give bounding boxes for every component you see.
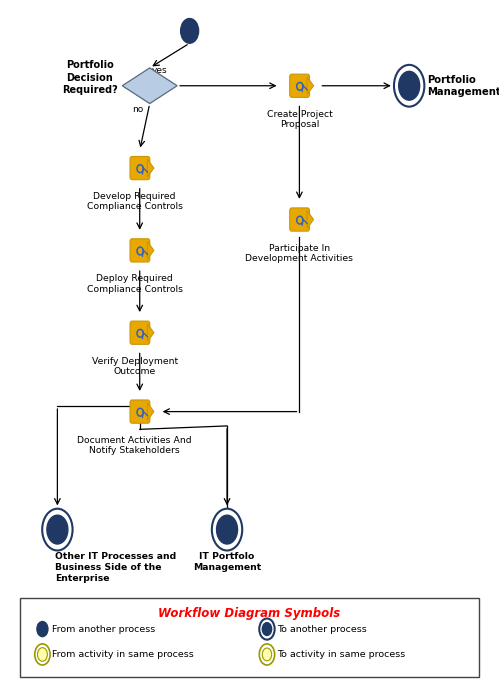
Polygon shape bbox=[147, 241, 154, 259]
FancyBboxPatch shape bbox=[130, 156, 150, 180]
Text: Workflow Diagram Symbols: Workflow Diagram Symbols bbox=[158, 607, 341, 620]
Text: Other IT Processes and
Business Side of the
Enterprise: Other IT Processes and Business Side of … bbox=[55, 552, 176, 583]
Circle shape bbox=[35, 644, 50, 665]
FancyBboxPatch shape bbox=[290, 208, 309, 231]
FancyBboxPatch shape bbox=[290, 74, 309, 97]
Text: To another process: To another process bbox=[277, 624, 367, 634]
Circle shape bbox=[181, 19, 199, 43]
Text: Deploy Required
Compliance Controls: Deploy Required Compliance Controls bbox=[87, 274, 183, 294]
Polygon shape bbox=[147, 159, 154, 177]
Circle shape bbox=[399, 71, 420, 100]
Circle shape bbox=[262, 648, 271, 661]
Text: Document Activities And
Notify Stakeholders: Document Activities And Notify Stakehold… bbox=[77, 436, 192, 455]
Polygon shape bbox=[122, 68, 177, 104]
Text: Portfolio
Decision
Required?: Portfolio Decision Required? bbox=[62, 60, 118, 95]
Polygon shape bbox=[147, 403, 154, 421]
Circle shape bbox=[42, 509, 72, 550]
Text: To activity in same process: To activity in same process bbox=[277, 650, 405, 659]
Text: Verify Deployment
Outcome: Verify Deployment Outcome bbox=[92, 357, 178, 376]
FancyBboxPatch shape bbox=[130, 321, 150, 344]
FancyBboxPatch shape bbox=[130, 400, 150, 423]
Text: IT Portfolo
Management: IT Portfolo Management bbox=[193, 552, 261, 572]
Circle shape bbox=[259, 644, 274, 665]
Text: no: no bbox=[132, 105, 144, 115]
Text: Create Project
Proposal: Create Project Proposal bbox=[266, 110, 332, 129]
Polygon shape bbox=[307, 211, 313, 228]
Polygon shape bbox=[307, 77, 313, 95]
Circle shape bbox=[262, 623, 271, 635]
Circle shape bbox=[37, 622, 48, 637]
Circle shape bbox=[394, 65, 424, 106]
Text: Participate In
Development Activities: Participate In Development Activities bbox=[246, 244, 353, 263]
Text: yes: yes bbox=[152, 66, 168, 75]
Text: Develop Required
Compliance Controls: Develop Required Compliance Controls bbox=[87, 192, 183, 211]
Text: From activity in same process: From activity in same process bbox=[52, 650, 194, 659]
FancyBboxPatch shape bbox=[130, 239, 150, 262]
Circle shape bbox=[259, 619, 274, 639]
Circle shape bbox=[212, 509, 242, 550]
Circle shape bbox=[37, 648, 47, 661]
Polygon shape bbox=[147, 324, 154, 342]
Text: Portfolio
Management: Portfolio Management bbox=[427, 75, 499, 97]
FancyBboxPatch shape bbox=[20, 598, 479, 677]
Circle shape bbox=[217, 515, 238, 544]
Text: From another process: From another process bbox=[52, 624, 156, 634]
Circle shape bbox=[47, 515, 68, 544]
